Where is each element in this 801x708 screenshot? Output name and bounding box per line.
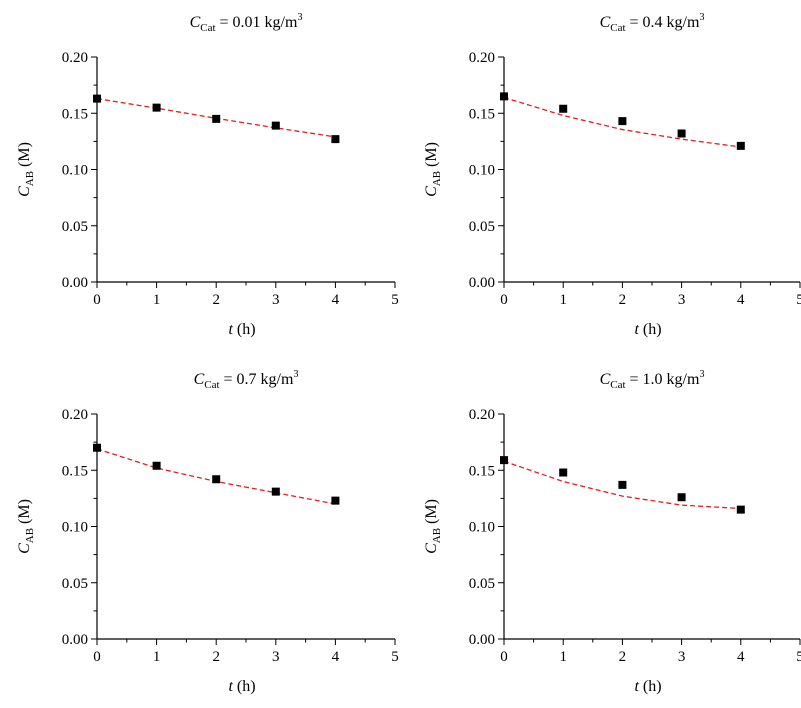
x-tick-label: 0: [93, 292, 101, 308]
y-tick-label: 0.05: [62, 219, 88, 235]
y-tick-label: 0.00: [62, 275, 88, 291]
chart-title: CCat = 0.01 kg/m3: [190, 12, 303, 34]
x-tick-label: 2: [212, 649, 220, 665]
data-point: [212, 114, 221, 123]
x-tick-label: 3: [678, 649, 686, 665]
y-tick-label: 0.20: [469, 50, 495, 66]
data-point: [331, 135, 340, 144]
data-point: [677, 129, 686, 138]
x-tick-label: 2: [619, 649, 627, 665]
fit-line: [503, 96, 741, 148]
y-tick-label: 0.10: [62, 163, 88, 179]
y-tick-label: 0.00: [469, 632, 495, 648]
x-tick-label: 2: [619, 292, 627, 308]
y-tick-label: 0.15: [469, 106, 495, 122]
y-tick-label: 0.05: [469, 219, 495, 235]
data-point: [152, 103, 161, 112]
data-point: [618, 117, 627, 126]
y-axis-label: CAB (M): [423, 499, 443, 554]
y-axis-label: CAB (M): [16, 142, 36, 197]
y-tick-label: 0.05: [62, 576, 88, 592]
x-axis-label: t (h): [228, 321, 255, 338]
x-tick-label: 1: [559, 649, 567, 665]
x-axis-label: t (h): [634, 678, 661, 695]
data-point: [500, 456, 508, 465]
x-tick-label: 4: [332, 292, 340, 308]
x-tick-label: 0: [500, 292, 508, 308]
y-tick-label: 0.20: [469, 407, 495, 423]
chart-title: CCat = 0.7 kg/m3: [194, 369, 299, 391]
data-point: [271, 121, 280, 130]
data-point: [93, 94, 101, 103]
chart-panel-1: 0 1 2 3 4 5 0.00 0.05 0.10 0.15 0.20 CCat = 0.01 kg…: [16, 12, 399, 338]
data-point: [212, 475, 221, 484]
chart-title: CCat = 1.0 kg/m3: [600, 369, 705, 391]
y-tick-label: 0.20: [62, 50, 88, 66]
y-tick-label: 0.10: [62, 520, 88, 536]
y-tick-label: 0.20: [62, 407, 88, 423]
y-tick-label: 0.10: [469, 163, 495, 179]
chart-panel-3: 0 1 2 3 4 5 0.00 0.05 0.10 0.15 0.20 CCat = 0.7 kg/…: [16, 369, 399, 695]
x-tick-label: 5: [796, 649, 801, 665]
x-tick-label: 5: [391, 649, 399, 665]
data-point: [736, 141, 745, 150]
data-point: [677, 493, 686, 502]
x-tick-label: 4: [332, 649, 340, 665]
data-point: [331, 496, 340, 505]
y-tick-label: 0.15: [62, 106, 88, 122]
data-point: [500, 92, 508, 101]
x-axis-label: t (h): [228, 678, 255, 695]
y-tick-label: 0.00: [469, 275, 495, 291]
data-point: [559, 468, 568, 477]
x-tick-label: 3: [678, 292, 686, 308]
x-tick-label: 1: [153, 649, 161, 665]
data-point: [93, 443, 101, 452]
y-tick-label: 0.15: [469, 463, 495, 479]
chart-panel-4: 0 1 2 3 4 5 0.00 0.05 0.10 0.15 0.20 CCat = 1.0 kg/…: [423, 369, 801, 695]
y-axis-label: CAB (M): [423, 142, 443, 197]
x-tick-label: 2: [212, 292, 220, 308]
x-tick-label: 1: [153, 292, 161, 308]
y-tick-label: 0.10: [469, 520, 495, 536]
x-tick-label: 3: [272, 292, 280, 308]
y-axis-label: CAB (M): [16, 499, 36, 554]
data-point: [559, 104, 568, 113]
x-tick-label: 5: [796, 292, 801, 308]
x-axis-label: t (h): [634, 321, 661, 338]
data-point: [618, 480, 627, 489]
x-tick-label: 4: [737, 292, 745, 308]
data-point: [152, 461, 161, 470]
x-tick-label: 3: [272, 649, 280, 665]
x-tick-label: 1: [559, 292, 567, 308]
y-tick-label: 0.05: [469, 576, 495, 592]
chart-panel-2: 0 1 2 3 4 5 0.00 0.05 0.10 0.15 0.20 CCat = 0.4 kg/…: [423, 12, 801, 338]
data-point: [271, 487, 280, 496]
y-tick-label: 0.15: [62, 463, 88, 479]
chart-title: CCat = 0.4 kg/m3: [600, 12, 705, 34]
x-tick-label: 4: [737, 649, 745, 665]
data-point: [736, 505, 745, 514]
fit-line: [503, 460, 741, 510]
y-tick-label: 0.00: [62, 632, 88, 648]
x-tick-label: 5: [391, 292, 399, 308]
x-tick-label: 0: [93, 649, 101, 665]
x-tick-label: 0: [500, 649, 508, 665]
